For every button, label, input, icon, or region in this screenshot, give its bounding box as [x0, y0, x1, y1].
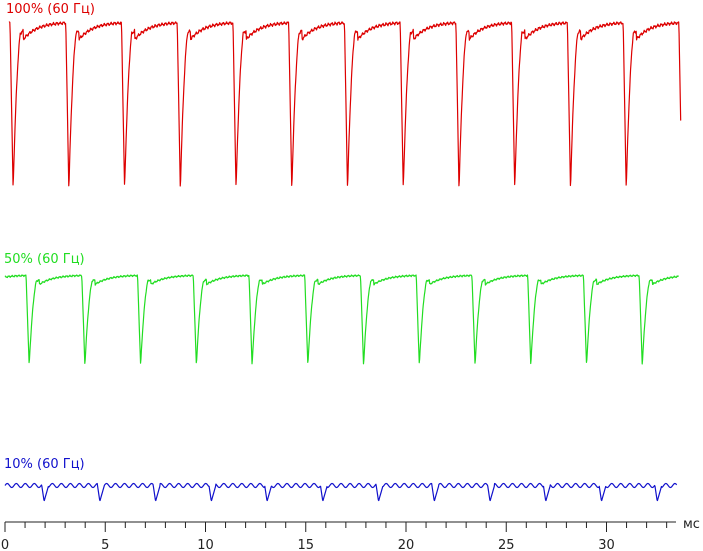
- x-axis-unit-label: мс: [683, 517, 700, 532]
- x-axis-ticks: 0 5 10 15 20 25 30: [1, 522, 668, 551]
- x-tick-label: 25: [498, 538, 515, 551]
- series-trace-3: [4, 482, 678, 502]
- series-trace-1: [8, 21, 682, 187]
- x-axis: 0 5 10 15 20 25 30 мс: [1, 517, 700, 551]
- x-tick-label: 0: [1, 538, 9, 551]
- x-tick-label: 15: [297, 538, 314, 551]
- series-label-10: 10% (60 Гц): [4, 457, 85, 472]
- series-labels-layer: 100% (60 Гц) 50% (60 Гц) 10% (60 Гц): [4, 2, 95, 472]
- x-tick-label: 30: [598, 538, 615, 551]
- x-tick-label: 5: [101, 538, 109, 551]
- traces-layer: [4, 21, 682, 502]
- series-trace-2: [4, 274, 680, 365]
- series-label-50: 50% (60 Гц): [4, 252, 85, 267]
- x-tick-label: 10: [197, 538, 214, 551]
- series-label-100: 100% (60 Гц): [6, 2, 95, 17]
- x-tick-label: 20: [398, 538, 415, 551]
